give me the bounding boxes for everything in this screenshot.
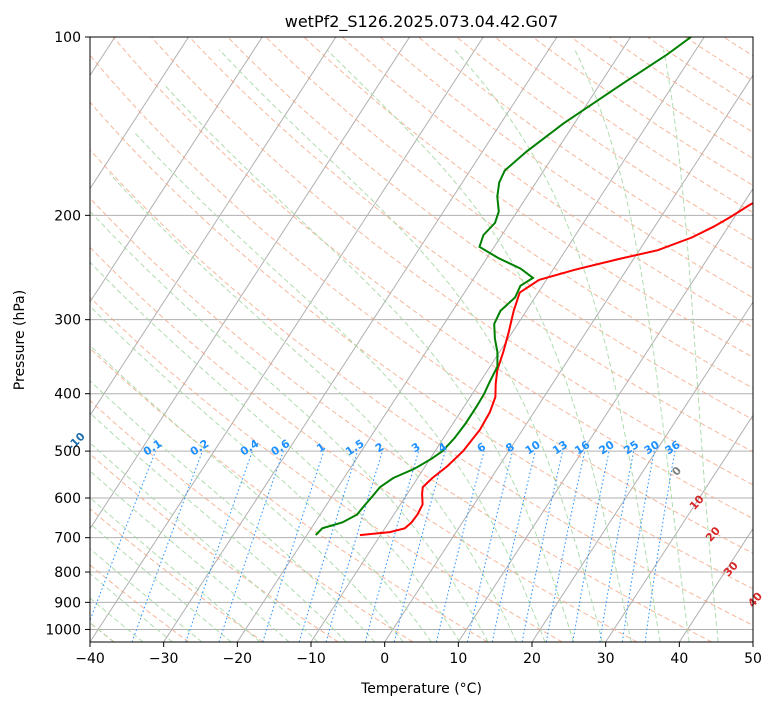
plot-background [90, 37, 753, 642]
dry-adiabat-line [494, 37, 753, 214]
y-tick-label: 800 [54, 565, 81, 581]
isotherm-line [678, 527, 753, 642]
isotherm-line [605, 414, 753, 642]
moist-adiabat-line [90, 344, 404, 642]
moist-adiabat-line [90, 572, 173, 642]
dry-adiabat-line [90, 296, 563, 642]
moist-adiabat-line [109, 173, 517, 642]
dewpoint-profile-line [314, 37, 692, 536]
y-tick-label: 200 [54, 208, 81, 224]
x-tick-label: −30 [149, 651, 179, 667]
isotherm-line [457, 187, 753, 642]
isotherm-line [90, 37, 484, 642]
x-tick-label: 20 [523, 651, 541, 667]
y-tick-label: 300 [54, 313, 81, 329]
isotherm-line [90, 37, 263, 303]
mixing-ratio-line [218, 450, 284, 642]
dry-adiabat-line [379, 37, 753, 299]
moist-adiabat-line [163, 83, 575, 642]
x-tick-label: 10 [449, 651, 467, 667]
x-tick-label: −40 [75, 651, 105, 667]
dry-adiabat-line [762, 37, 775, 642]
isotherm-line [384, 74, 753, 642]
moist-adiabat-line [663, 49, 719, 642]
y-tick-label: 500 [54, 444, 81, 460]
moist-adiabat-line [90, 442, 319, 642]
mixing-ratio-line [364, 450, 420, 642]
dry-adiabat-line [90, 197, 712, 642]
dry-adiabat-line [418, 37, 753, 270]
mixing-ratio-line [298, 450, 359, 642]
dry-adiabat-line [227, 37, 753, 421]
plot-frame [89, 36, 754, 643]
y-tick-label: 400 [54, 387, 81, 403]
dry-adiabat-line [303, 37, 753, 358]
isotherm-line [90, 37, 337, 417]
isotherm-line [90, 37, 411, 530]
mixing-ratio-line [325, 450, 383, 642]
moist-adiabat-line [90, 210, 489, 642]
isotherm-line [531, 301, 753, 642]
moist-adiabat-line [326, 49, 632, 642]
dry-adiabat-line [90, 149, 753, 626]
moist-adiabat-line [574, 49, 690, 642]
y-axis-title: Pressure (hPa) [12, 290, 28, 390]
x-tick-label: 30 [597, 651, 615, 667]
dry-adiabat-line [112, 37, 753, 520]
isotherm-line [90, 37, 190, 190]
mixing-ratio-line [467, 450, 514, 642]
moist-adiabat-line [90, 380, 376, 642]
dry-adiabat-line [151, 37, 753, 486]
dry-adiabat-line [90, 246, 638, 642]
moist-adiabat-line [90, 548, 203, 642]
mixing-ratio-line [131, 450, 203, 642]
moist-adiabat-line [90, 261, 461, 642]
data-series [314, 37, 753, 537]
y-tick-label: 100 [54, 30, 81, 46]
temperature-profile-line [359, 201, 753, 537]
moist-adiabat-line [90, 305, 432, 642]
moist-adiabat-line [90, 496, 261, 642]
mixing-ratio-line [90, 450, 157, 622]
y-tick-label: 700 [54, 531, 81, 547]
mixing-ratio-line [435, 450, 485, 642]
isotherm-line [752, 641, 753, 642]
chart-title: wetPf2_S126.2025.073.04.42.G07 [285, 12, 559, 32]
x-tick-label: −10 [296, 651, 326, 667]
moist-adiabat-line [134, 132, 546, 642]
x-tick-label: 40 [670, 651, 688, 667]
x-tick-label: 50 [744, 651, 762, 667]
mixing-ratio-line [393, 450, 446, 642]
background-lines [90, 37, 775, 642]
isotherm-line [236, 37, 632, 642]
y-tick-label: 1000 [45, 622, 81, 638]
x-axis-title: Temperature (°C) [360, 681, 482, 697]
mixing-ratio-line [262, 450, 325, 642]
x-tick-label: 0 [380, 651, 389, 667]
mixing-ratio-line [491, 450, 536, 642]
moist-adiabat-line [454, 49, 661, 642]
mixing-ratio-line [185, 450, 253, 642]
dry-adiabat-line [90, 508, 264, 642]
dry-adiabat-line [90, 101, 753, 590]
x-tick-label: −20 [223, 651, 253, 667]
axes: −40 −30 −20 −10 0 10 20 30 40 50 100 200 300 400 500 60… [45, 30, 762, 667]
y-tick-label: 600 [54, 491, 81, 507]
moist-adiabat-line [218, 49, 603, 642]
isotherm-line [163, 37, 558, 642]
y-tick-label: 900 [54, 595, 81, 611]
mixing-ratio-line [644, 451, 676, 642]
